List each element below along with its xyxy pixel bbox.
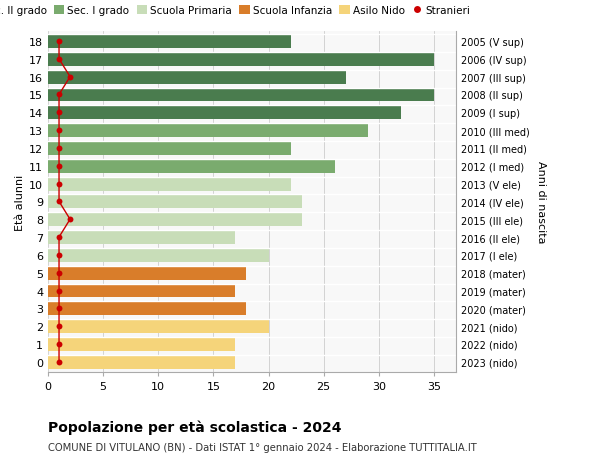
Bar bbox=[48, 284, 235, 298]
Text: COMUNE DI VITULANO (BN) - Dati ISTAT 1° gennaio 2024 - Elaborazione TUTTITALIA.I: COMUNE DI VITULANO (BN) - Dati ISTAT 1° … bbox=[48, 442, 477, 452]
Y-axis label: Anni di nascita: Anni di nascita bbox=[536, 161, 546, 243]
Point bbox=[54, 38, 64, 45]
Bar bbox=[48, 355, 235, 369]
Bar bbox=[48, 124, 368, 138]
Bar bbox=[48, 35, 290, 49]
Point bbox=[54, 287, 64, 295]
Bar bbox=[48, 319, 269, 333]
Bar bbox=[48, 213, 302, 227]
Bar bbox=[48, 88, 434, 102]
Y-axis label: Età alunni: Età alunni bbox=[15, 174, 25, 230]
Point bbox=[54, 234, 64, 241]
Bar bbox=[48, 53, 434, 67]
Point bbox=[54, 269, 64, 277]
Bar bbox=[48, 177, 290, 191]
Bar bbox=[48, 71, 346, 84]
Point bbox=[54, 127, 64, 134]
Point bbox=[54, 252, 64, 259]
Legend: Sec. II grado, Sec. I grado, Scuola Primaria, Scuola Infanzia, Asilo Nido, Stran: Sec. II grado, Sec. I grado, Scuola Prim… bbox=[0, 2, 475, 20]
Point bbox=[65, 74, 75, 81]
Point bbox=[54, 180, 64, 188]
Point bbox=[54, 109, 64, 117]
Bar bbox=[48, 266, 247, 280]
Bar bbox=[48, 248, 269, 262]
Point bbox=[54, 341, 64, 348]
Bar bbox=[48, 159, 335, 174]
Point bbox=[54, 92, 64, 99]
Bar bbox=[48, 106, 401, 120]
Point bbox=[54, 305, 64, 312]
Bar bbox=[48, 302, 247, 316]
Point bbox=[54, 358, 64, 366]
Bar bbox=[48, 142, 290, 156]
Point bbox=[65, 216, 75, 224]
Point bbox=[54, 145, 64, 152]
Point bbox=[54, 56, 64, 63]
Point bbox=[54, 323, 64, 330]
Point bbox=[54, 163, 64, 170]
Text: Popolazione per età scolastica - 2024: Popolazione per età scolastica - 2024 bbox=[48, 420, 341, 435]
Bar bbox=[48, 195, 302, 209]
Point bbox=[54, 198, 64, 206]
Bar bbox=[48, 337, 235, 351]
Bar bbox=[48, 230, 235, 245]
